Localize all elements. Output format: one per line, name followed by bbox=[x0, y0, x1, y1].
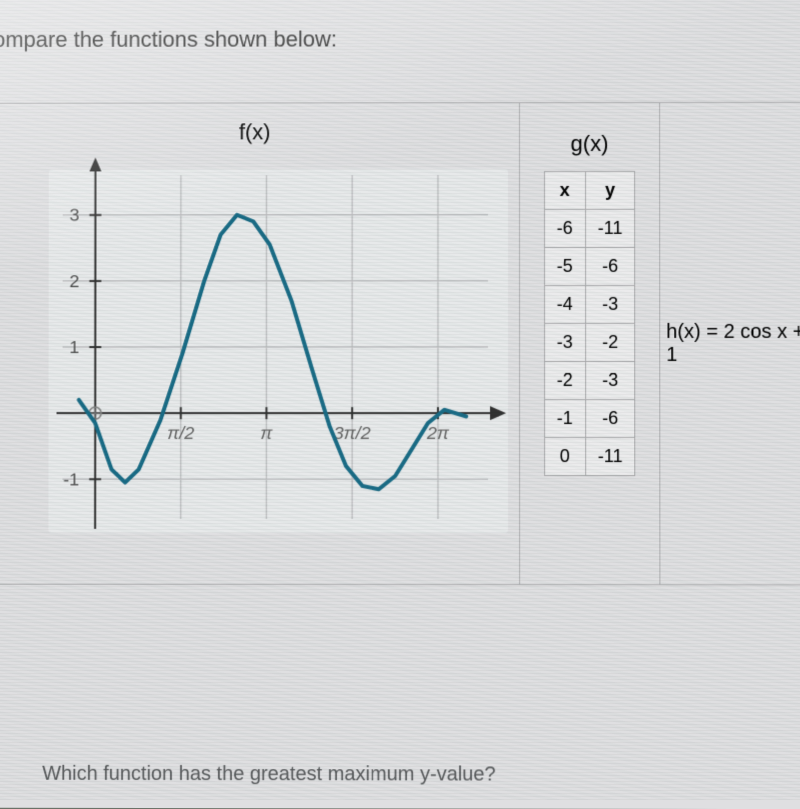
gx-cell-value: -2 bbox=[585, 323, 635, 361]
gx-cell-value: -6 bbox=[585, 399, 635, 437]
gx-cell-value: -11 bbox=[585, 438, 635, 476]
svg-text:3π/2: 3π/2 bbox=[334, 423, 371, 443]
gx-col-header: x bbox=[544, 171, 585, 209]
svg-text:-1: -1 bbox=[63, 469, 79, 489]
svg-text:1: 1 bbox=[69, 337, 79, 357]
gx-cell: g(x) xy-6-11-5-6-4-3-3-2-2-3-1-60-11 bbox=[520, 103, 660, 584]
gx-row: 0-11 bbox=[544, 438, 635, 476]
gx-cell-value: -5 bbox=[544, 247, 585, 285]
gx-cell-value: -3 bbox=[544, 323, 585, 361]
gx-cell-value: -6 bbox=[585, 247, 635, 285]
comparison-table: f(x) π/2π3π/22π-1123 g(x) xy-6-11-5-6-4-… bbox=[0, 102, 800, 586]
gx-cell-value: -4 bbox=[544, 285, 585, 323]
gx-cell-value: -1 bbox=[544, 399, 585, 437]
svg-text:2: 2 bbox=[69, 271, 79, 291]
gx-cell-value: -3 bbox=[585, 285, 635, 323]
prompt-text: ompare the functions shown below: bbox=[0, 26, 337, 52]
gx-cell-value: -2 bbox=[544, 361, 585, 399]
hx-cell: h(x) = 2 cos x + 1 bbox=[660, 103, 800, 585]
fx-cell: f(x) π/2 π 3π/2 2π -1 1 2 3 bbox=[0, 103, 520, 584]
svg-text:3: 3 bbox=[69, 205, 79, 225]
gx-row: -2-3 bbox=[544, 361, 635, 399]
fx-title: f(x) bbox=[0, 119, 511, 146]
gx-row: -6-11 bbox=[544, 209, 635, 247]
gx-cell-value: -3 bbox=[585, 361, 635, 399]
fx-graph: π/2 π 3π/2 2π -1 1 2 3 bbox=[0, 155, 508, 565]
gx-title: g(x) bbox=[530, 117, 649, 171]
gx-cell-value: -11 bbox=[585, 209, 635, 247]
gx-row: -1-6 bbox=[544, 399, 635, 437]
svg-text:2π: 2π bbox=[426, 423, 450, 443]
svg-text:π: π bbox=[260, 423, 273, 443]
question-text: Which function has the greatest maximum … bbox=[42, 763, 495, 787]
gx-cell-value: -6 bbox=[544, 209, 585, 247]
gx-row: -5-6 bbox=[544, 247, 635, 285]
gx-row: -3-2 bbox=[544, 323, 635, 361]
gx-col-header: y bbox=[585, 171, 635, 209]
gx-cell-value: 0 bbox=[544, 438, 585, 476]
svg-text:π/2: π/2 bbox=[167, 423, 194, 443]
hx-formula: h(x) = 2 cos x + 1 bbox=[666, 320, 800, 366]
gx-table: xy-6-11-5-6-4-3-3-2-2-3-1-60-11 bbox=[544, 171, 636, 476]
gx-row: -4-3 bbox=[544, 285, 635, 323]
